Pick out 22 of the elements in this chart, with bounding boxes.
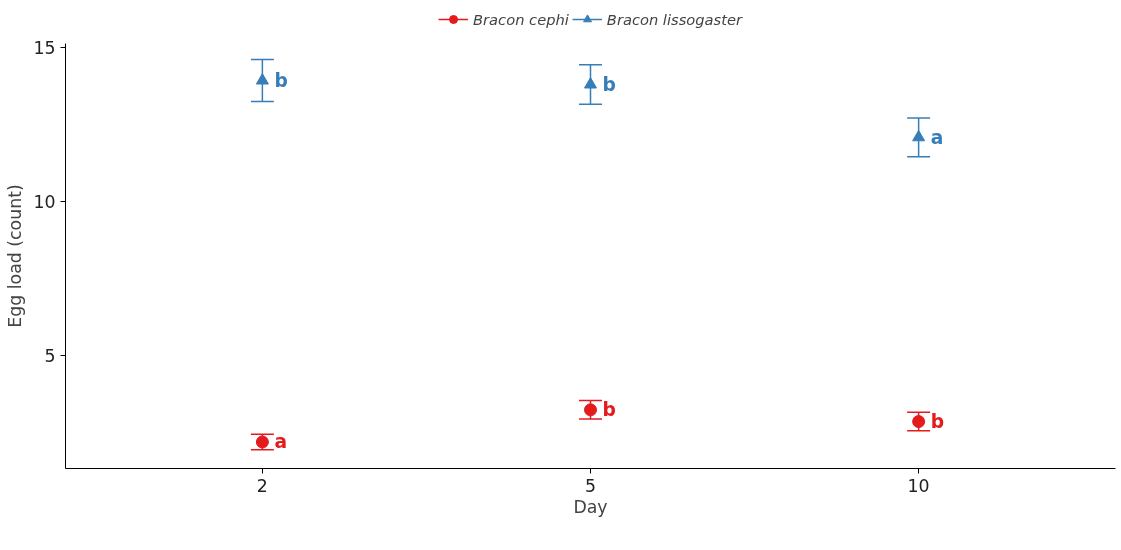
point [255,73,269,85]
annotation: b [602,399,616,421]
point [255,435,269,449]
x-tick-label: 10 [907,475,930,496]
annotation: b [274,70,288,92]
point [912,129,926,142]
annotation: b [930,411,944,433]
point [584,403,597,417]
x-axis-title: Day [573,496,608,517]
legend-label: Bracon lissogaster [606,10,742,28]
y-tick-label: 10 [33,192,56,213]
point [912,415,926,429]
y-tick-label: 15 [33,37,56,58]
x-tick-label: 2 [256,475,268,496]
annotation: a [930,126,944,148]
x-tick-label: 5 [584,475,597,496]
annotation: b [602,74,616,96]
point [584,77,597,89]
y-tick-label: 5 [44,346,56,367]
y-axis-title: Egg load (count) [5,184,26,328]
annotation: a [274,431,287,453]
legend-label: Bracon cephi [473,10,569,28]
